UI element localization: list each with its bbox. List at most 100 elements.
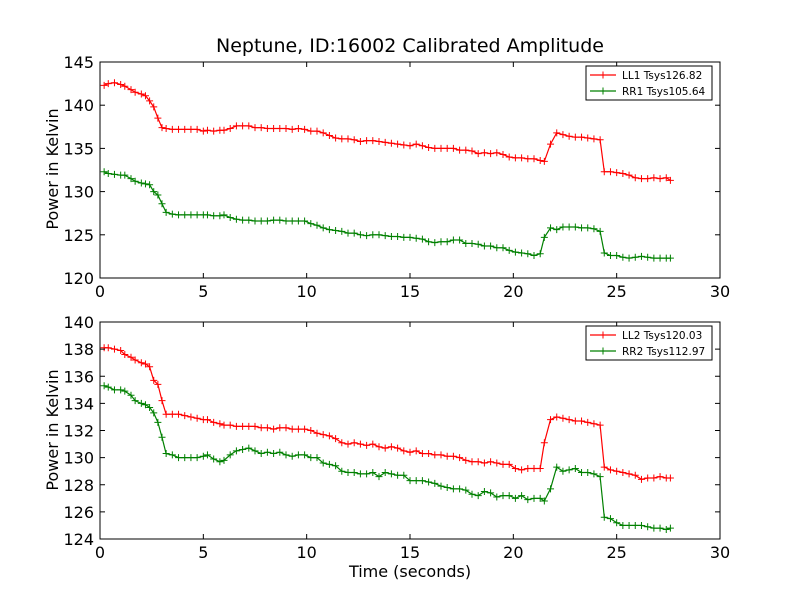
data-point-1-1: [350, 469, 358, 477]
data-point-0-0: [210, 127, 218, 135]
y-tick-label: 136: [63, 367, 94, 386]
data-point-1-0: [226, 421, 234, 429]
data-point-1-1: [181, 454, 189, 462]
data-point-1-0: [406, 448, 414, 456]
data-point-1-0: [375, 443, 383, 451]
data-point-1-0: [325, 432, 333, 440]
data-point-1-1: [644, 523, 652, 531]
data-point-0-0: [141, 92, 149, 100]
data-point-1-0: [363, 441, 371, 449]
legend-swatch-marker: [599, 71, 607, 79]
x-tick-label: 30: [710, 543, 730, 562]
data-point-0-0: [203, 126, 211, 134]
data-point-0-1: [146, 181, 154, 189]
data-point-1-0: [313, 429, 321, 437]
data-point-1-1: [619, 521, 627, 529]
data-point-0-0: [117, 80, 125, 88]
legend-swatch-marker: [599, 87, 607, 95]
x-tick-label: 20: [503, 282, 523, 301]
plot-panel-1: 0 5 10 15 20 25 30 124 126 128 130 132 134 136 138 140 L…: [63, 313, 730, 562]
data-point-1-1: [110, 386, 118, 394]
data-point-1-1: [210, 455, 218, 463]
data-point-1-0: [437, 451, 445, 459]
data-point-0-0: [220, 126, 228, 134]
data-point-1-1: [154, 418, 162, 426]
data-point-1-0: [511, 464, 519, 472]
data-point-0-0: [137, 90, 145, 98]
data-point-0-1: [276, 216, 284, 224]
data-point-0-0: [187, 125, 195, 133]
data-point-1-1: [590, 470, 598, 478]
data-point-1-1: [325, 460, 333, 468]
data-point-1-1: [104, 383, 112, 391]
data-point-1-0: [553, 413, 561, 421]
data-point-0-1: [650, 254, 658, 262]
data-point-1-1: [158, 433, 166, 441]
data-point-1-1: [456, 485, 464, 493]
data-point-1-1: [251, 447, 259, 455]
data-point-1-1: [565, 466, 573, 474]
data-point-1-1: [270, 450, 278, 458]
data-point-1-0: [338, 439, 346, 447]
data-point-0-1: [137, 179, 145, 187]
data-point-0-1: [443, 238, 451, 246]
data-point-1-0: [644, 474, 652, 482]
data-point-1-0: [613, 467, 621, 475]
data-point-1-1: [468, 490, 476, 498]
data-point-1-1: [511, 494, 519, 502]
data-point-1-0: [344, 440, 352, 448]
data-point-1-0: [536, 464, 544, 472]
data-point-0-1: [158, 200, 166, 208]
data-point-0-0: [375, 137, 383, 145]
data-point-1-1: [199, 452, 207, 460]
data-point-1-1: [662, 526, 670, 534]
data-point-0-0: [487, 150, 495, 158]
data-point-1-1: [524, 496, 532, 504]
data-point-0-1: [578, 224, 586, 232]
data-point-1-1: [375, 473, 383, 481]
data-point-0-1: [565, 223, 573, 231]
data-point-0-1: [666, 254, 674, 262]
data-point-0-0: [480, 149, 488, 157]
data-point-0-0: [239, 122, 247, 130]
y-tick-label: 134: [63, 394, 94, 413]
data-point-0-0: [619, 169, 627, 177]
data-point-0-0: [644, 175, 652, 183]
data-point-1-1: [666, 524, 674, 532]
data-point-1-1: [540, 497, 548, 505]
data-point-1-0: [650, 474, 658, 482]
data-point-1-1: [553, 463, 561, 471]
data-point-0-0: [559, 131, 567, 139]
data-point-0-0: [565, 132, 573, 140]
data-point-0-1: [127, 175, 135, 183]
data-point-1-1: [400, 471, 408, 479]
data-point-1-1: [449, 485, 457, 493]
data-point-0-0: [332, 134, 340, 142]
data-point-0-1: [181, 211, 189, 219]
data-point-1-0: [294, 425, 302, 433]
data-point-1-0: [499, 460, 507, 468]
data-point-1-1: [578, 469, 586, 477]
data-point-0-0: [276, 125, 284, 133]
data-point-0-1: [518, 249, 526, 257]
data-point-1-1: [505, 492, 513, 500]
data-point-0-1: [425, 238, 433, 246]
data-point-1-0: [487, 458, 495, 466]
data-point-1-1: [162, 450, 170, 458]
data-point-1-1: [606, 515, 614, 523]
data-point-0-0: [578, 133, 586, 141]
data-point-1-1: [406, 477, 414, 485]
data-point-1-1: [369, 469, 377, 477]
chart-title: Neptune, ID:16002 Calibrated Amplitude: [216, 35, 604, 57]
legend-label: RR2 Tsys112.97: [622, 346, 705, 358]
data-point-1-0: [559, 414, 567, 422]
data-point-1-1: [332, 462, 340, 470]
y-tick-label: 145: [63, 53, 94, 72]
data-point-0-1: [600, 249, 608, 257]
data-point-1-0: [431, 451, 439, 459]
data-point-0-0: [338, 135, 346, 143]
data-point-1-0: [666, 474, 674, 482]
data-point-1-0: [270, 425, 278, 433]
data-point-1-1: [394, 471, 402, 479]
data-point-0-0: [505, 153, 513, 161]
